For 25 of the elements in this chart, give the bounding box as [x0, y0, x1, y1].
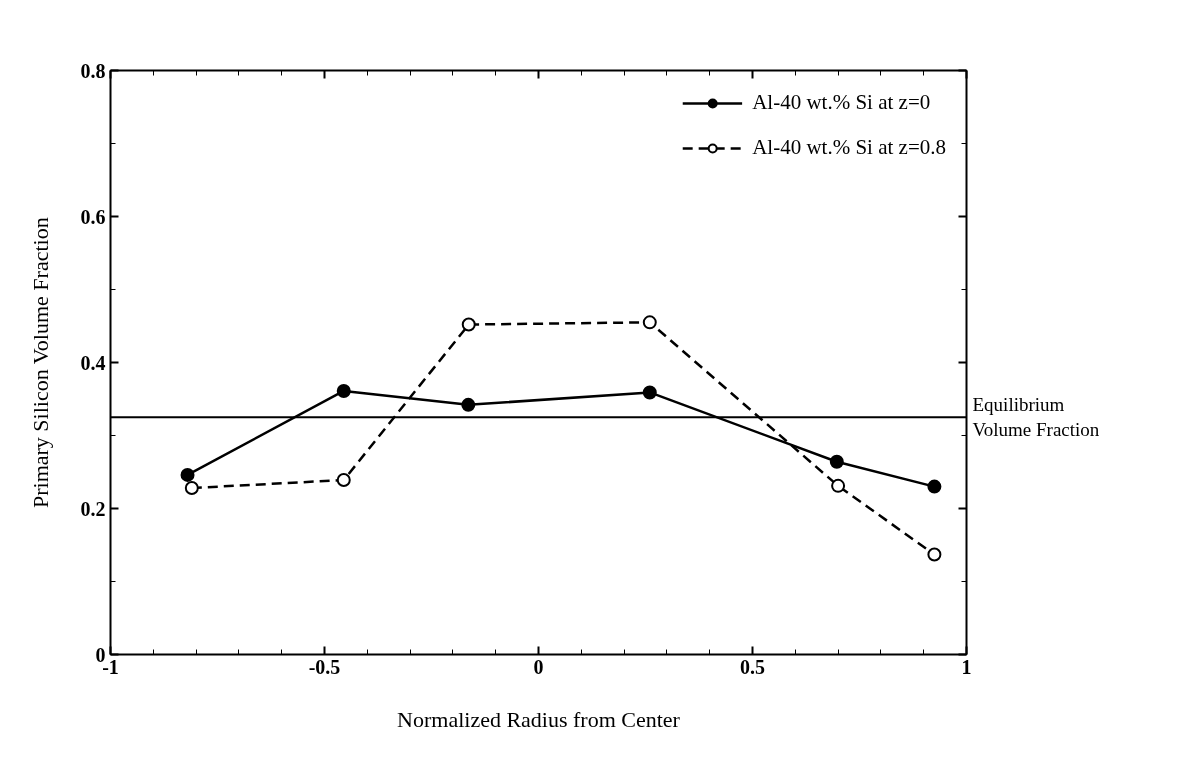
y-tick-label: 0.4 — [80, 351, 106, 374]
point — [831, 478, 846, 493]
point — [180, 467, 195, 482]
y-tick-label: 0.6 — [80, 205, 106, 228]
x-axis-title: Normalized Radius from Center — [397, 706, 681, 732]
point — [336, 473, 351, 488]
legend-label: Al-40 wt.% Si at z=0 — [752, 90, 931, 115]
ref-line-label: Equilibrium Volume Fraction — [972, 394, 1100, 441]
x-tick-label: -0.5 — [308, 655, 341, 678]
point — [461, 317, 476, 332]
point — [927, 547, 942, 562]
point — [642, 385, 657, 400]
y-tick-label: 0.8 — [80, 59, 106, 82]
point — [829, 454, 844, 469]
point — [927, 479, 942, 494]
x-tick-label: 0.5 — [740, 655, 765, 678]
point — [336, 383, 351, 398]
y-axis-title: Primary Silicon Volume Fraction — [27, 217, 53, 509]
y-tick-label: 0.2 — [80, 497, 106, 520]
point — [461, 397, 476, 412]
x-tick-label: 0 — [533, 655, 544, 678]
legend-label: Al-40 wt.% Si at z=0.8 — [752, 135, 946, 160]
point — [184, 481, 199, 496]
x-tick-label: 1 — [961, 655, 972, 678]
point — [642, 315, 657, 330]
